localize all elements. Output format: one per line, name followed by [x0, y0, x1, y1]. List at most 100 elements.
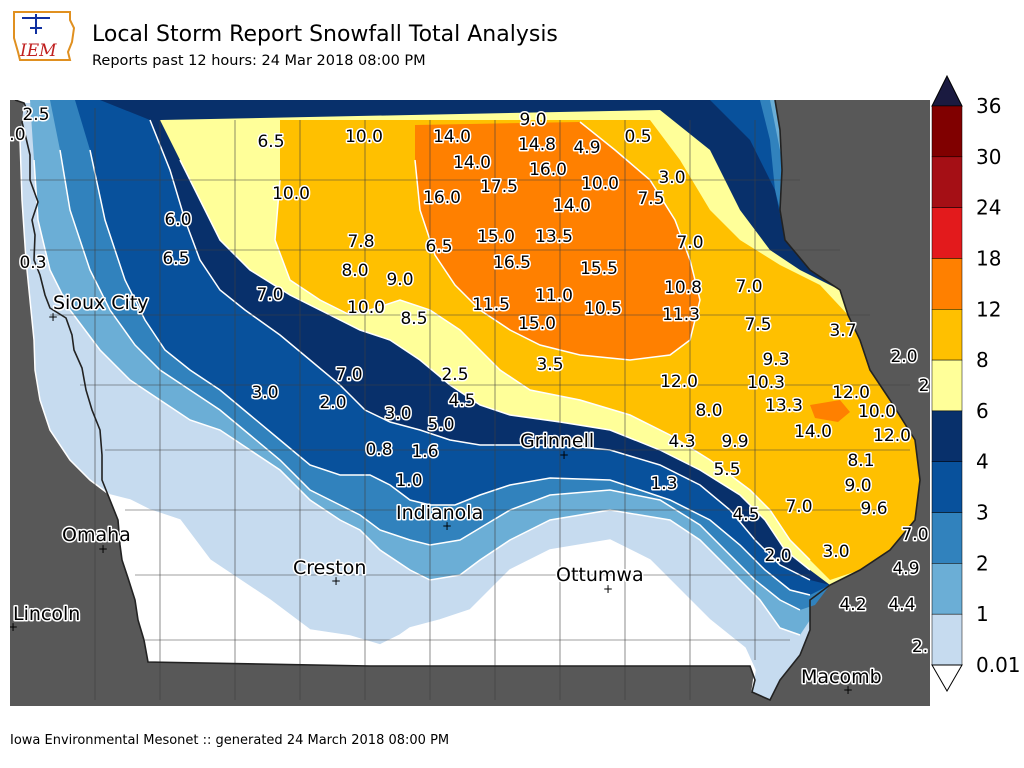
- report-value: 3.0: [658, 168, 685, 188]
- report-value: 15.5: [580, 259, 618, 279]
- report-value: 8.0: [341, 261, 368, 281]
- report-value: 11.0: [535, 286, 573, 306]
- colorbar-bin: [931, 207, 963, 259]
- colorbar-tick-label: 24: [976, 196, 1001, 220]
- report-value: 3.0: [822, 542, 849, 562]
- map-title: Local Storm Report Snowfall Total Analys…: [92, 22, 558, 47]
- report-value: 4.2: [839, 595, 866, 615]
- report-value: 7.0: [335, 365, 362, 385]
- report-value: 10.3: [747, 373, 785, 393]
- colorbar-bin: [931, 613, 963, 666]
- map-subtitle: Reports past 12 hours: 24 Mar 2018 08:00…: [92, 53, 426, 69]
- logo-text: IEM: [19, 41, 57, 61]
- colorbar-tick-label: 8: [976, 348, 989, 372]
- report-value: 15.0: [477, 227, 515, 247]
- colorbar-bin: [931, 359, 963, 412]
- report-value: 9.0: [386, 270, 413, 290]
- report-value: 8.1: [847, 451, 874, 471]
- report-value: 9.9: [721, 432, 748, 452]
- report-value: 6.5: [257, 132, 284, 152]
- report-value: 12.0: [873, 426, 911, 446]
- report-value: 7.0: [735, 277, 762, 297]
- report-value: 4.9: [892, 559, 919, 579]
- report-value: 13.5: [535, 227, 573, 247]
- colorbar-bin: [931, 512, 963, 564]
- report-value: 9.6: [860, 499, 887, 519]
- colorbar-tick-label: 3: [976, 501, 989, 525]
- svg-text:+: +: [442, 519, 452, 533]
- report-value: 11.3: [662, 305, 700, 325]
- colorbar-bin: [931, 461, 963, 513]
- contour-lines: [19, 119, 811, 693]
- city-labels: Sioux City + Grinnell + Omaha + Indianol…: [10, 291, 883, 698]
- report-value: 8.5: [400, 309, 427, 329]
- report-value: 7.0: [901, 525, 928, 545]
- report-value: 1.3: [650, 474, 677, 494]
- report-value: 7.0: [676, 233, 703, 253]
- report-value: 12.0: [660, 372, 698, 392]
- iem-logo: IEM: [13, 11, 76, 61]
- report-value: 11.5: [472, 295, 510, 315]
- report-value: 7.0: [785, 497, 812, 517]
- report-value: 10.0: [272, 184, 310, 204]
- colorbar-bin: [931, 156, 963, 208]
- report-value: 7.5: [744, 315, 771, 335]
- report-value: 9.3: [762, 350, 789, 370]
- report-value: 17.5: [480, 177, 518, 197]
- report-value: 9.0: [519, 110, 546, 130]
- colorbar-tick-label: 18: [976, 246, 1001, 270]
- city-ottumwa: Ottumwa +: [555, 563, 646, 597]
- svg-text:Indianola: Indianola: [396, 502, 483, 524]
- colorbar-ticks: 36 30 24 18 12 8 6 4 3 2 1 0.01: [976, 94, 1021, 677]
- colorbar-tick-label: 1: [976, 602, 989, 626]
- report-value: 2.0: [890, 347, 917, 367]
- report-value: 10.0: [347, 298, 385, 318]
- report-value: 2: [919, 376, 930, 396]
- colorbar-tick-label: 36: [976, 94, 1001, 118]
- city-creston: Creston +: [292, 556, 368, 589]
- svg-text:Sioux City: Sioux City: [53, 292, 149, 314]
- report-value: 1.6: [411, 442, 438, 462]
- report-value: 3.0: [251, 383, 278, 403]
- iowa-state-border: [14, 100, 921, 702]
- report-value: 2.0: [764, 546, 791, 566]
- svg-text:+: +: [98, 542, 108, 556]
- report-value: 16.0: [529, 160, 567, 180]
- svg-text:Ottumwa: Ottumwa: [556, 564, 644, 586]
- svg-text:Macomb: Macomb: [801, 666, 882, 688]
- colorbar-tick-label: 30: [976, 145, 1001, 169]
- report-value: 6.0: [164, 210, 191, 230]
- colorbar-bins: [931, 74, 963, 693]
- snowfall-map[interactable]: 2.5 0.0 9.0 6.5 10.0 14.0 14.8 4.9 0.5 1…: [10, 100, 930, 706]
- svg-text:Creston: Creston: [293, 557, 366, 579]
- report-value: 5.0: [427, 415, 454, 435]
- svg-text:Lincoln: Lincoln: [13, 603, 80, 625]
- city-omaha: Omaha +: [61, 523, 133, 557]
- report-value: 6.5: [425, 237, 452, 257]
- report-value: 6.5: [162, 249, 189, 269]
- report-value: 10.0: [858, 402, 896, 422]
- colorbar-under-arrow: [931, 664, 963, 693]
- svg-text:+: +: [331, 574, 341, 588]
- colorbar-bin: [931, 309, 963, 361]
- report-value: 0.8: [365, 440, 392, 460]
- svg-text:+: +: [48, 310, 58, 324]
- report-value: 2.5: [22, 105, 49, 125]
- report-value: 0.0: [10, 125, 26, 145]
- svg-text:Omaha: Omaha: [62, 524, 131, 546]
- report-value: 2.: [912, 637, 928, 657]
- report-value: 4.5: [448, 391, 475, 411]
- colorbar-tick-label: 0.01: [976, 653, 1021, 677]
- snowfall-colorbar: 36 30 24 18 12 8 6 4 3 2 1 0.01: [931, 74, 1021, 693]
- report-value: 7.0: [256, 285, 283, 305]
- colorbar-over-arrow: [931, 74, 963, 107]
- report-value: 16.0: [423, 188, 461, 208]
- svg-text:Grinnell: Grinnell: [520, 430, 594, 452]
- report-value: 14.8: [518, 135, 556, 155]
- report-value: 1.0: [395, 471, 422, 491]
- colorbar-tick-label: 6: [976, 399, 989, 423]
- svg-text:+: +: [603, 582, 613, 596]
- report-value: 3.0: [384, 404, 411, 424]
- report-value: 7.5: [637, 189, 664, 209]
- svg-text:+: +: [559, 448, 569, 462]
